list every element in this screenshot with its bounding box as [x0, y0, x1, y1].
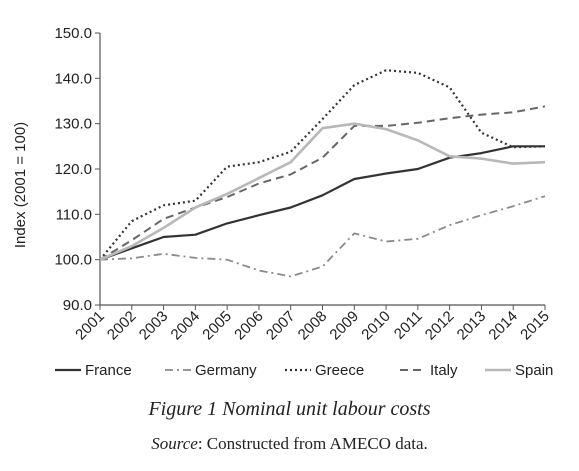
x-tick-label: 2007 — [263, 308, 299, 344]
chart-legend: France Germany Greece Italy Spain — [55, 362, 553, 379]
x-tick-label: 2008 — [295, 308, 331, 344]
y-tick-label: 90.0 — [63, 297, 92, 314]
x-tick-label: 2013 — [454, 308, 490, 344]
source-text: : Constructed from AMECO data. — [197, 434, 428, 453]
series-line-italy — [99, 105, 546, 261]
x-tick-label: 2012 — [422, 308, 458, 344]
legend-label-greece: Greece — [315, 362, 364, 379]
x-tick-label: 2004 — [168, 308, 204, 344]
figure-caption: Figure 1 Nominal unit labour costs — [148, 398, 431, 420]
x-tick-label: 2011 — [391, 308, 426, 343]
chart-axes — [99, 33, 545, 306]
series-line-spain — [99, 122, 546, 261]
series-line-greece — [99, 69, 546, 261]
x-tick-label: 2010 — [358, 308, 394, 344]
y-tick-label: 120.0 — [54, 161, 92, 178]
source-label: Source — [151, 434, 198, 453]
legend-label-france: France — [85, 362, 132, 379]
y-axis-label: Index (2001 = 100) — [12, 122, 29, 248]
chart-series — [99, 69, 546, 278]
series-line-france — [99, 145, 545, 261]
y-tick-labels: 90.0 100.0 110.0 120.0 130.0 140.0 150.0 — [54, 25, 100, 314]
x-tick-label: 2005 — [199, 308, 235, 344]
y-tick-label: 110.0 — [56, 206, 92, 223]
y-tick-label: 150.0 — [54, 25, 92, 42]
x-tick-label: 2015 — [517, 308, 553, 344]
figure-source: Source: Constructed from AMECO data. — [0, 434, 579, 454]
x-tick-label: 2009 — [326, 308, 362, 344]
x-tick-labels: 2001200220032004200520062007200820092010… — [72, 305, 553, 343]
legend-label-germany: Germany — [195, 362, 257, 379]
x-tick-label: 2003 — [136, 308, 172, 344]
legend-label-spain: Spain — [515, 362, 553, 379]
series-line-germany — [99, 195, 546, 278]
legend-label-italy: Italy — [430, 362, 458, 379]
y-tick-label: 130.0 — [54, 116, 92, 133]
x-tick-label: 2006 — [231, 308, 267, 344]
y-tick-label: 100.0 — [54, 252, 92, 269]
line-chart: 90.0 100.0 110.0 120.0 130.0 140.0 150.0 20012… — [12, 25, 553, 379]
y-tick-label: 140.0 — [54, 70, 92, 87]
x-tick-label: 2014 — [485, 308, 521, 344]
x-tick-label: 2002 — [104, 308, 140, 344]
